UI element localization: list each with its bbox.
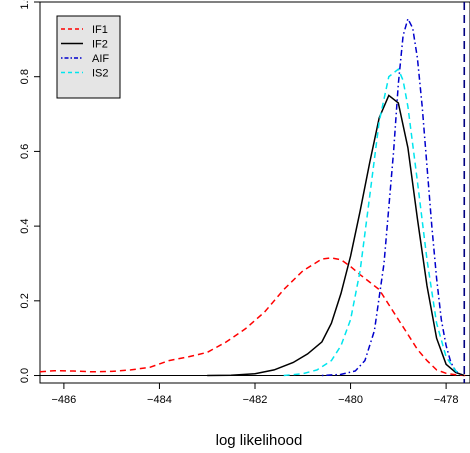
x-tick-label: −478 <box>434 394 459 406</box>
y-tick-label: 0.2 <box>19 293 31 308</box>
legend-label-is2: IS2 <box>92 68 109 80</box>
series-line-if2 <box>207 94 465 377</box>
series-line-if1 <box>39 257 466 377</box>
reference-lines <box>40 2 470 383</box>
series-line-is2 <box>283 68 461 377</box>
x-tick-label: −482 <box>243 394 268 406</box>
legend-label-if1: IF1 <box>92 24 108 36</box>
y-axis: 0.0 0.2 0.4 0.6 0.8 1.0 <box>19 0 40 383</box>
y-tick-label: 0.6 <box>19 144 31 159</box>
y-tick-label: 0.0 <box>19 368 31 383</box>
y-tick-label: 0.8 <box>19 69 31 84</box>
legend-label-if2: IF2 <box>92 39 108 51</box>
y-tick-label: 1.0 <box>19 0 31 10</box>
legend-box <box>56 15 121 99</box>
x-tick-label: −486 <box>51 394 76 406</box>
y-tick-label: 0.4 <box>19 218 31 233</box>
x-axis-label: log likelihood <box>216 432 303 449</box>
x-tick-label: −480 <box>338 394 363 406</box>
series-layer <box>39 16 466 377</box>
legend: IF1 IF2 AIF IS2 <box>56 15 121 99</box>
x-axis: −486 −484 −482 −480 −478 <box>51 383 459 406</box>
legend-label-aif: AIF <box>92 53 109 65</box>
series-line-aif <box>321 16 461 377</box>
x-tick-label: −484 <box>147 394 172 406</box>
